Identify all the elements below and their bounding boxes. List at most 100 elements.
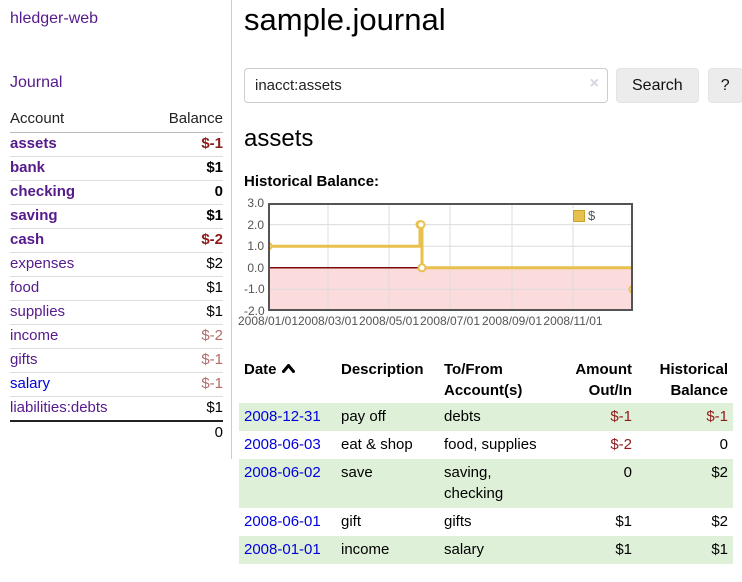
- main-content: sample.journal × Search ? assets Histori…: [232, 0, 742, 564]
- account-row: gifts $-1: [10, 348, 223, 373]
- sidebar-account-link-gifts[interactable]: gifts: [10, 351, 38, 368]
- account-balance: $-2: [138, 228, 223, 253]
- register-cell-accounts: debts: [444, 408, 481, 425]
- account-row: liabilities:debts $1: [10, 396, 223, 422]
- sidebar-account-link-expenses[interactable]: expenses: [10, 255, 75, 272]
- account-balance: $-2: [138, 324, 223, 349]
- sidebar-account-link-supplies[interactable]: supplies: [10, 303, 66, 320]
- register-header-date[interactable]: Date: [239, 357, 336, 403]
- register-header-to-from-account-s-: To/From Account(s): [444, 361, 523, 399]
- register-cell-date: 2008-06-03: [239, 431, 336, 459]
- register-header-description: Description: [341, 361, 424, 378]
- register-row: 2008-06-03 eat & shop food, supplies $-2 0: [239, 431, 733, 459]
- search-input[interactable]: [244, 68, 608, 103]
- register-cell-balance: $2: [711, 464, 728, 481]
- account-heading: assets: [244, 125, 314, 152]
- account-row: bank $1: [10, 156, 223, 181]
- sidebar-account-link-income[interactable]: income: [10, 327, 59, 344]
- sidebar-account-link-salary[interactable]: salary: [10, 375, 51, 392]
- account-row: checking 0: [10, 180, 223, 205]
- account-row: salary $-1: [10, 372, 223, 397]
- help-button[interactable]: ?: [707, 68, 742, 103]
- sidebar-account-link-assets[interactable]: assets: [10, 135, 57, 152]
- accounts-total-value: 0: [138, 420, 223, 445]
- chart-title: Historical Balance:: [244, 173, 380, 190]
- register-cell-balance: $2: [711, 513, 728, 530]
- register-cell-amount: $1: [615, 541, 632, 558]
- sort-ascending-icon: [281, 364, 295, 373]
- historical-balance-chart: $ 3.0 2.0 1.0 0.0 -1.0 -2.0 2008/01/01 2008/03/…: [238, 197, 638, 331]
- y-axis-tick-label: 3.0: [247, 196, 264, 210]
- x-axis-tick-label: 2008/05/01: [358, 314, 420, 328]
- register-cell-description: income: [341, 541, 390, 558]
- y-axis-tick-label: -1.0: [244, 282, 265, 297]
- register-row: 2008-12-31 pay off debts $-1 $-1: [239, 403, 733, 431]
- account-balance: $-1: [138, 372, 223, 397]
- register-cell-description: gift: [341, 513, 362, 530]
- register-row: 2008-01-01 income salary $1 $1: [239, 536, 733, 564]
- legend-label: $: [588, 208, 596, 223]
- x-axis-tick-label: 2008/09/01: [481, 314, 543, 328]
- transaction-date-link[interactable]: 2008-06-03: [244, 436, 321, 453]
- account-balance: $2: [138, 252, 223, 277]
- register-row: 2008-06-02 save saving, checking 0 $2: [239, 459, 733, 508]
- register-header-amount-out-in: Amount Out/In: [575, 361, 632, 399]
- search-button[interactable]: Search: [616, 68, 699, 103]
- accounts-table: Account Balance assets $-1 bank $1 checking 0…: [10, 106, 223, 445]
- transaction-date-link[interactable]: 2008-06-01: [244, 513, 321, 530]
- sidebar-account-link-cash[interactable]: cash: [10, 231, 45, 248]
- account-row: cash $-2: [10, 228, 223, 253]
- sidebar-account-link-checking[interactable]: checking: [10, 183, 76, 200]
- transaction-date-link[interactable]: 2008-12-31: [244, 408, 321, 425]
- app-title-link[interactable]: hledger-web: [10, 10, 99, 27]
- y-axis-tick-label: -2.0: [244, 304, 265, 318]
- x-axis-tick-label: 2008/01/01: [237, 314, 299, 328]
- sidebar: hledger-web Journal Account Balance asse…: [0, 0, 232, 459]
- sidebar-account-link-food[interactable]: food: [10, 279, 40, 296]
- sidebar-account-link-saving[interactable]: saving: [10, 207, 58, 224]
- transaction-date-link[interactable]: 2008-01-01: [244, 541, 321, 558]
- sidebar-account-link-liabilities-debts[interactable]: liabilities:debts: [10, 399, 108, 416]
- accounts-header-balance: Balance: [138, 106, 223, 133]
- register-cell-date: 2008-06-01: [239, 508, 336, 536]
- register-cell-balance: 0: [719, 436, 728, 453]
- search-input-wrap: ×: [244, 68, 608, 103]
- register-cell-balance: $1: [711, 541, 728, 558]
- account-balance: $1: [138, 300, 223, 325]
- register-cell-amount: $-2: [610, 436, 632, 453]
- accounts-header-account: Account: [10, 106, 138, 133]
- account-balance: $-1: [138, 348, 223, 373]
- chart-plot-area: [268, 203, 633, 311]
- y-axis-tick-label: 0.0: [247, 260, 264, 275]
- account-balance: $1: [138, 204, 223, 229]
- register-header-historical-balance: Historical Balance: [659, 361, 728, 399]
- legend-swatch-icon: [573, 209, 585, 222]
- accounts-total-row: 0: [10, 420, 223, 445]
- account-row: supplies $1: [10, 300, 223, 325]
- y-axis-tick-label: 2.0: [247, 217, 264, 232]
- register-cell-accounts: saving, checking: [444, 464, 504, 502]
- account-row: saving $1: [10, 204, 223, 229]
- register-cell-amount: $1: [615, 513, 632, 530]
- register-cell-balance: $-1: [706, 408, 728, 425]
- register-cell-description: save: [341, 464, 373, 481]
- register-cell-date: 2008-01-01: [239, 536, 336, 564]
- sidebar-item-journal[interactable]: Journal: [10, 74, 63, 91]
- account-balance: $1: [138, 276, 223, 301]
- transaction-date-link[interactable]: 2008-06-02: [244, 464, 321, 481]
- page: hledger-web Journal Account Balance asse…: [0, 0, 742, 564]
- register-cell-amount: 0: [623, 464, 632, 481]
- register-cell-date: 2008-12-31: [239, 403, 336, 431]
- register-cell-amount: $-1: [610, 408, 632, 425]
- x-axis-tick-label: 2008/03/01: [297, 314, 359, 328]
- account-balance: $1: [138, 156, 223, 181]
- register-table: Date Description To/From Account(s) Amount …: [239, 357, 733, 564]
- y-axis-tick-label: 1.0: [247, 239, 264, 254]
- search-form: × Search ?: [244, 68, 742, 103]
- account-row: income $-2: [10, 324, 223, 349]
- register-cell-description: eat & shop: [341, 436, 413, 453]
- account-row: expenses $2: [10, 252, 223, 277]
- register-cell-date: 2008-06-02: [239, 459, 336, 508]
- clear-search-icon[interactable]: ×: [589, 75, 599, 92]
- sidebar-account-link-bank[interactable]: bank: [10, 159, 46, 176]
